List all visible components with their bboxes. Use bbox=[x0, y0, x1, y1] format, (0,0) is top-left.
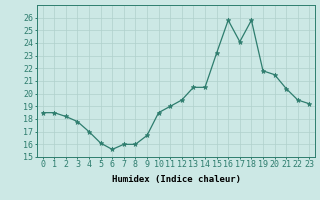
X-axis label: Humidex (Indice chaleur): Humidex (Indice chaleur) bbox=[111, 175, 241, 184]
